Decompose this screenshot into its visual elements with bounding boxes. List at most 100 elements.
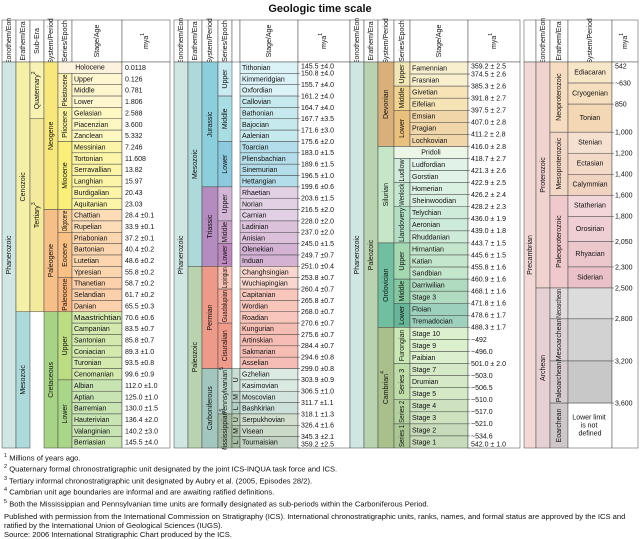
age-label: 61.7 ±0.2 (125, 292, 154, 299)
age-label: ~517.0 (471, 409, 493, 416)
stage-label: Tournaisian (242, 440, 278, 447)
stage-label: Kungurian (242, 326, 274, 333)
footnote-mark: 5 (219, 409, 225, 412)
unit-label: Holocene (75, 65, 105, 72)
stage-label: Stage 9 (412, 343, 436, 350)
unit-label: Mesoproterozoic (556, 137, 563, 189)
unit-label: Upper (62, 336, 69, 356)
stage-label: Messinian (74, 144, 106, 151)
unit-label: L (233, 406, 240, 410)
footnote-mark: 2 (4, 464, 8, 471)
stage-label: Darriwilian (412, 283, 445, 290)
label-text: mya (321, 36, 328, 49)
column-header: Series/Epoch (222, 20, 229, 62)
unit-label: Quaternary2 (31, 71, 41, 109)
unit-label: Mesozoic (20, 365, 27, 395)
age-label: 1,200 (615, 151, 633, 158)
stage-label: Aeronian (412, 222, 440, 229)
credits: Published with permission from the Inter… (4, 512, 636, 539)
stage-label: Stage 4 (412, 403, 436, 410)
unit-label: Precambrian (527, 235, 534, 275)
label-text: Quaternary (34, 74, 41, 110)
age-label: 161.2 ±4.0 (301, 93, 334, 100)
age-label: 265.8 ±0.7 (301, 298, 334, 305)
footnote-mark: 4 (4, 487, 8, 494)
age-label: 189.6 ±1.5 (301, 162, 334, 169)
unit-label: Cambrian4 (380, 371, 390, 404)
stage-label: Eifelian (412, 102, 435, 109)
age-label: 245.0 ±1.5 (301, 241, 334, 248)
age-label: 1,400 (615, 172, 633, 179)
age-label: 237.0 ±2.0 (301, 230, 334, 237)
age-label: 249.7 ±0.7 (301, 252, 334, 259)
unit-label: Neogene (48, 121, 55, 150)
age-label: 1.806 (125, 99, 143, 106)
footnote-mark: 1 (488, 33, 494, 36)
title: Geologic time scale (268, 3, 371, 15)
age-label: 20.43 (125, 190, 143, 197)
stage-label: Tithonian (242, 65, 271, 72)
unit-label: Lower (62, 404, 69, 424)
header-cell (71, 19, 123, 63)
age-label: 85.8 ±0.7 (125, 337, 154, 344)
unit-label: Tertiary3 (31, 202, 41, 228)
age-label: 2,050 (615, 239, 633, 246)
age-label: 345.3 ±2.1 (301, 434, 334, 441)
age-label: 260.4 ±0.7 (301, 286, 334, 293)
age-label: 2,800 (615, 316, 633, 323)
stage-label: Pliensbachian (242, 156, 286, 163)
age-label: ~534.6 (471, 433, 493, 440)
column-header: System/Period (207, 18, 214, 64)
stage-label: Ludfordian (412, 162, 445, 169)
unit-label: Neoarchean (556, 289, 563, 318)
footnote-mark: 1 (140, 33, 146, 36)
header-cell (297, 19, 351, 63)
stage-label: Givetian (412, 90, 438, 97)
stage-label: Thanetian (74, 281, 105, 288)
stage-label: Tortonian (74, 156, 103, 163)
age-label: 326.4 ±1.6 (301, 423, 334, 430)
age-label: 89.3 ±1.0 (125, 349, 154, 356)
stage-label: Callovian (242, 99, 271, 106)
unit-label: Lower (222, 245, 229, 265)
unit-label: Phanerozoic (354, 235, 361, 274)
unit-label: Archean (540, 355, 547, 381)
stage-label: Artinskian (242, 337, 273, 344)
unit-label: M (233, 428, 240, 434)
credit-line: Published with permission from the Inter… (4, 512, 626, 531)
stage-label: Zanclean (74, 133, 103, 140)
age-label: 175.6 ±2.0 (301, 139, 334, 146)
age-column (467, 61, 521, 449)
age-label: 0.781 (125, 88, 143, 95)
unit-label: Rhyacian (575, 251, 604, 258)
age-label: 542.0 ± 1.0 (471, 441, 506, 448)
stage-label: Sinemurian (242, 167, 278, 174)
stage-label: Maastrichtian (74, 315, 121, 322)
age-label: 468.1 ± 1.6 (471, 289, 506, 296)
stage-label: Aalenian (242, 133, 269, 140)
stage-label: Carnian (242, 213, 267, 220)
age-label: 445.6 ± 1.5 (471, 252, 506, 259)
stage-label: Sheinwoodian (412, 198, 456, 205)
unit-label: Upper (399, 251, 406, 271)
column-header: Erathem/Era (368, 21, 375, 60)
footnote-text: Tertiary informal chronostratigraphic un… (9, 476, 313, 486)
stage-label: Berriasian (74, 440, 106, 447)
age-label: 3.600 (125, 122, 143, 129)
unit-cell (567, 103, 613, 133)
age-label: 164.7 ±4.0 (301, 105, 334, 112)
stage-label: Piacenzian (74, 122, 108, 129)
column-header: Eonothem/Eon (178, 18, 185, 64)
age-label: 0.0118 (125, 65, 146, 72)
unit-label: Pliocene (62, 111, 69, 138)
header-cell (409, 19, 469, 63)
age-label: 2,500 (615, 285, 633, 292)
unit-label: Mississippian5 (219, 409, 229, 450)
age-label: ~510.0 (471, 397, 493, 404)
footnote: 2 Quaternary formal chronostratigraphic … (4, 463, 636, 474)
column-header: Stage/Age (436, 25, 443, 58)
age-label: 318.1 ±1.3 (301, 411, 334, 418)
unit-cell (567, 216, 613, 242)
age-label: 125.0 ±1.0 (125, 394, 158, 401)
header-cell (231, 19, 241, 63)
